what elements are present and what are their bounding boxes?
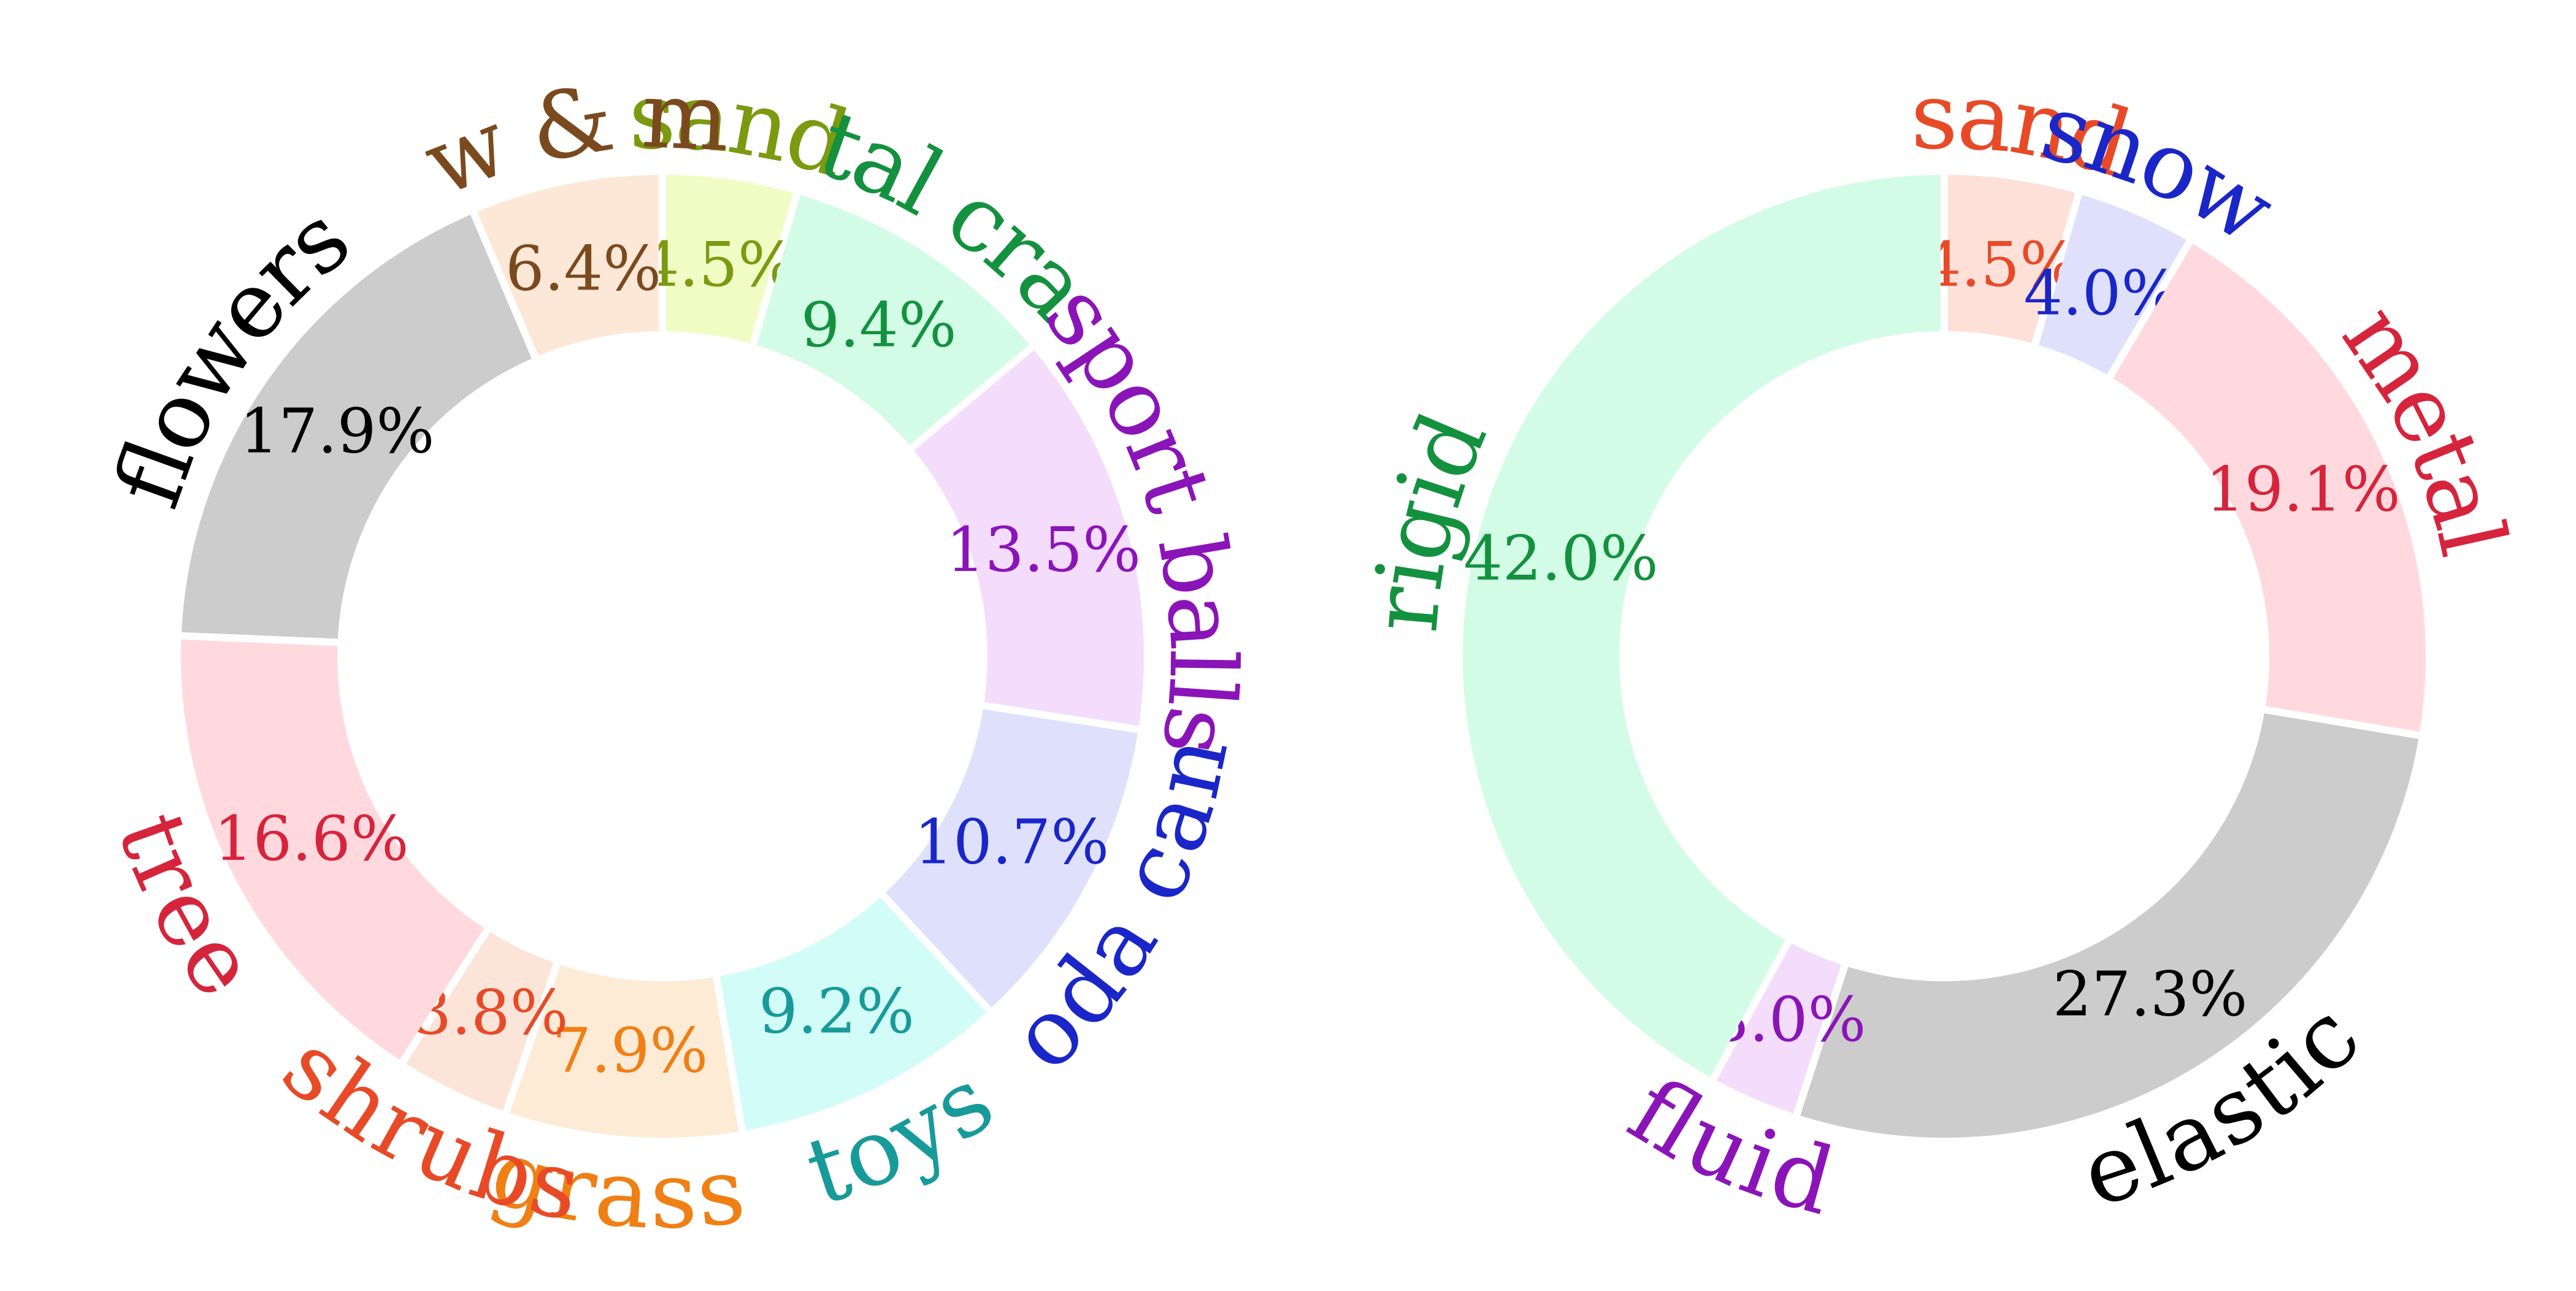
percent-label-rigid: 42.0% [1463,523,1658,594]
wedge-flowers [181,215,532,639]
wedge-tree [181,639,485,1060]
wedge-snow-mud [477,175,659,356]
wedge-grass [510,965,739,1138]
percent-label-soda-cans: 10.7% [914,806,1110,878]
percent-label-snow-mud: 6.4% [505,233,661,305]
percent-label-metal-crates: 9.4% [801,289,957,361]
donut-chart-2: 4.5%sand4.0%snow19.1%metal27.3%elastic3.… [1352,63,2527,1236]
wedge-sport-balls [914,350,1144,726]
wedge-rigid [1463,175,1941,1078]
percent-label-flowers: 17.9% [240,395,435,467]
wedge-fluid [1716,943,1841,1114]
wedge-metal-crates [756,194,1030,445]
wedge-snow [2038,194,2187,375]
wedge-sand [1947,175,2076,343]
percent-label-metal: 19.1% [2206,453,2401,525]
percent-label-sport-balls: 13.5% [946,514,1141,586]
percent-label-tree: 16.6% [214,803,409,875]
percent-label-toys: 9.2% [759,976,914,1048]
percent-label-grass: 7.9% [552,1014,708,1086]
percent-label-sand: 4.5% [1922,229,2078,301]
percent-label-elastic: 27.3% [2053,958,2248,1030]
wedge-elastic [1800,713,2419,1138]
wedge-metal [2113,243,2426,732]
wedge-shrubs [405,932,554,1111]
wedge-sand [665,175,794,343]
wedge-toys [719,897,986,1131]
wedge-soda-cans [885,709,1138,1008]
percent-label-sand: 4.5% [640,229,796,301]
